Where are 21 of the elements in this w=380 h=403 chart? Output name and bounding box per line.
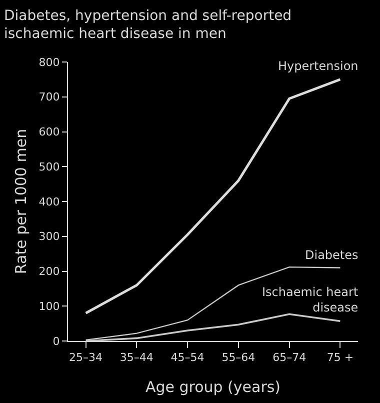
y-tick-label: 800 [38,56,60,69]
x-tick-label: 25–34 [69,351,103,364]
y-tick-label: 600 [38,126,60,139]
y-tick-label: 100 [38,300,60,313]
x-tick-label: 55–64 [222,351,256,364]
y-tick-label: 400 [38,195,60,208]
y-tick-label: 0 [52,334,60,348]
series-label: Hypertension [278,59,358,73]
y-axis-title: Rate per 1000 men [12,128,30,274]
x-tick-label: 65–74 [272,351,306,364]
x-tick-label: 75 + [326,351,354,364]
x-axis-title: Age group (years) [145,378,281,396]
y-tick-label: 200 [38,265,60,278]
y-tick-label: 300 [38,230,60,244]
y-tick-label: 700 [38,90,60,104]
series-label: Diabetes [305,248,358,262]
x-tick-label: 35–44 [120,351,154,364]
y-tick-label: 500 [38,160,60,174]
chart-title: Diabetes, hypertension and self-reported ischaemic heart disease in men [4,8,292,42]
series-label: Ischaemic heart disease [262,285,358,315]
x-tick-label: 45–54 [170,351,204,364]
